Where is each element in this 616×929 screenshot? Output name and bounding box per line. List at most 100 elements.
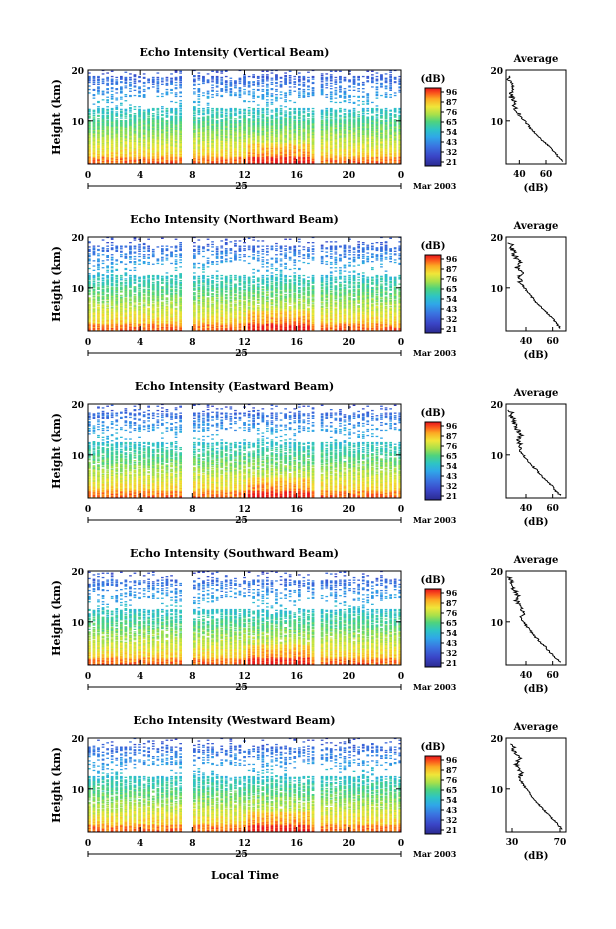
heatmap-cell [389,79,392,80]
heatmap-cell [307,85,310,86]
heatmap-cell [371,108,374,109]
x-tick-label: 4 [137,171,143,181]
heatmap-cell [366,117,369,118]
heatmap-cell [330,71,333,72]
heatmap-cell [143,94,146,95]
heatmap-cell [298,117,301,118]
heatmap-cell [198,75,201,76]
heatmap-cell [93,117,96,118]
heatmap-cell [376,105,379,106]
heatmap-cell [335,102,338,103]
heatmap-cell [293,91,296,92]
heatmap-cell [298,93,301,94]
heatmap-cell [394,92,397,93]
average-x-label: (dB) [524,183,549,194]
heatmap-cell [166,80,169,81]
heatmap-cell [198,72,201,73]
heatmap-cell [152,117,155,118]
heatmap-cell [266,112,269,113]
heatmap-cell [97,86,100,87]
heatmap-cell [138,106,141,107]
heatmap-cell [179,96,182,97]
heatmap-cell [115,107,118,108]
heatmap-cell [348,113,351,114]
heatmap-cell [275,108,278,109]
heatmap-cell [225,85,228,86]
date-label: Mar 2003 [413,181,457,191]
heatmap-cell [243,85,246,86]
heatmap-cell [262,79,265,80]
heatmap-cell [289,75,292,76]
heatmap-cell [211,87,214,88]
heatmap-cell [152,113,155,114]
heatmap-cell [220,114,223,115]
heatmap-cell [125,116,128,117]
heatmap-cell [97,118,100,119]
heatmap-cell [120,86,123,87]
average-profile-line [507,76,563,162]
heatmap-cell [248,85,251,86]
heatmap-cell [111,110,114,111]
heatmap-cell [115,99,118,100]
heatmap-cell [129,104,132,105]
heatmap-cell [298,110,301,111]
heatmap-cell [152,84,155,85]
heatmap-cell [280,84,283,85]
heatmap-cell [280,117,283,118]
heatmap-cell [362,84,365,85]
heatmap-cell [97,106,100,107]
heatmap-cell [111,94,114,95]
heatmap-cell [111,71,114,72]
heatmap-cell [225,117,228,118]
heatmap-cell [371,116,374,117]
heatmap-cell [293,102,296,103]
heatmap-cell [248,92,251,93]
heatmap-cell [106,88,109,89]
heatmap-cell [330,76,333,77]
panel-title: Echo Intensity (Vertical Beam) [139,46,329,59]
heatmap-cell [239,81,242,82]
heatmap-cell [198,88,201,89]
heatmap-cell [97,79,100,80]
heatmap-cell [111,108,114,109]
heatmap-cell [239,87,242,88]
heatmap-cell [394,114,397,115]
heatmap-cell [280,108,283,109]
heatmap-cell [248,76,251,77]
heatmap-cell [348,95,351,96]
heatmap-cell [207,109,210,110]
heatmap-cell [353,110,356,111]
heatmap-cell [330,79,333,80]
heatmap-cell [170,101,173,102]
heatmap-cell [129,88,132,89]
heatmap-cell [115,118,118,119]
heatmap-cell [357,88,360,89]
heatmap-cell [307,77,310,78]
heatmap-cell [111,79,114,80]
heatmap-cell [202,95,205,96]
heatmap-cell [275,113,278,114]
heatmap-cell [389,86,392,87]
heatmap-cell [366,113,369,114]
heatmap-cell [293,120,296,121]
heatmap-cell [202,108,205,109]
heatmap-cell [115,113,118,114]
heatmap-cell [234,92,237,93]
heatmap-cell [161,93,164,94]
heatmap-cell [102,99,105,100]
heatmap-cell [284,72,287,73]
heatmap-cell [298,88,301,89]
heatmap-cell [266,86,269,87]
heatmap-cell [307,89,310,90]
heatmap-cell [266,91,269,92]
heatmap-cell [293,84,296,85]
heatmap-cell [344,79,347,80]
heatmap-cell [179,100,182,101]
heatmap-cell [202,117,205,118]
heatmap-cell [157,116,160,117]
heatmap-cell [138,95,141,96]
heatmap-cell [339,102,342,103]
heatmap-cell [202,110,205,111]
heatmap-cell [389,72,392,73]
heatmap-cell [252,74,255,75]
